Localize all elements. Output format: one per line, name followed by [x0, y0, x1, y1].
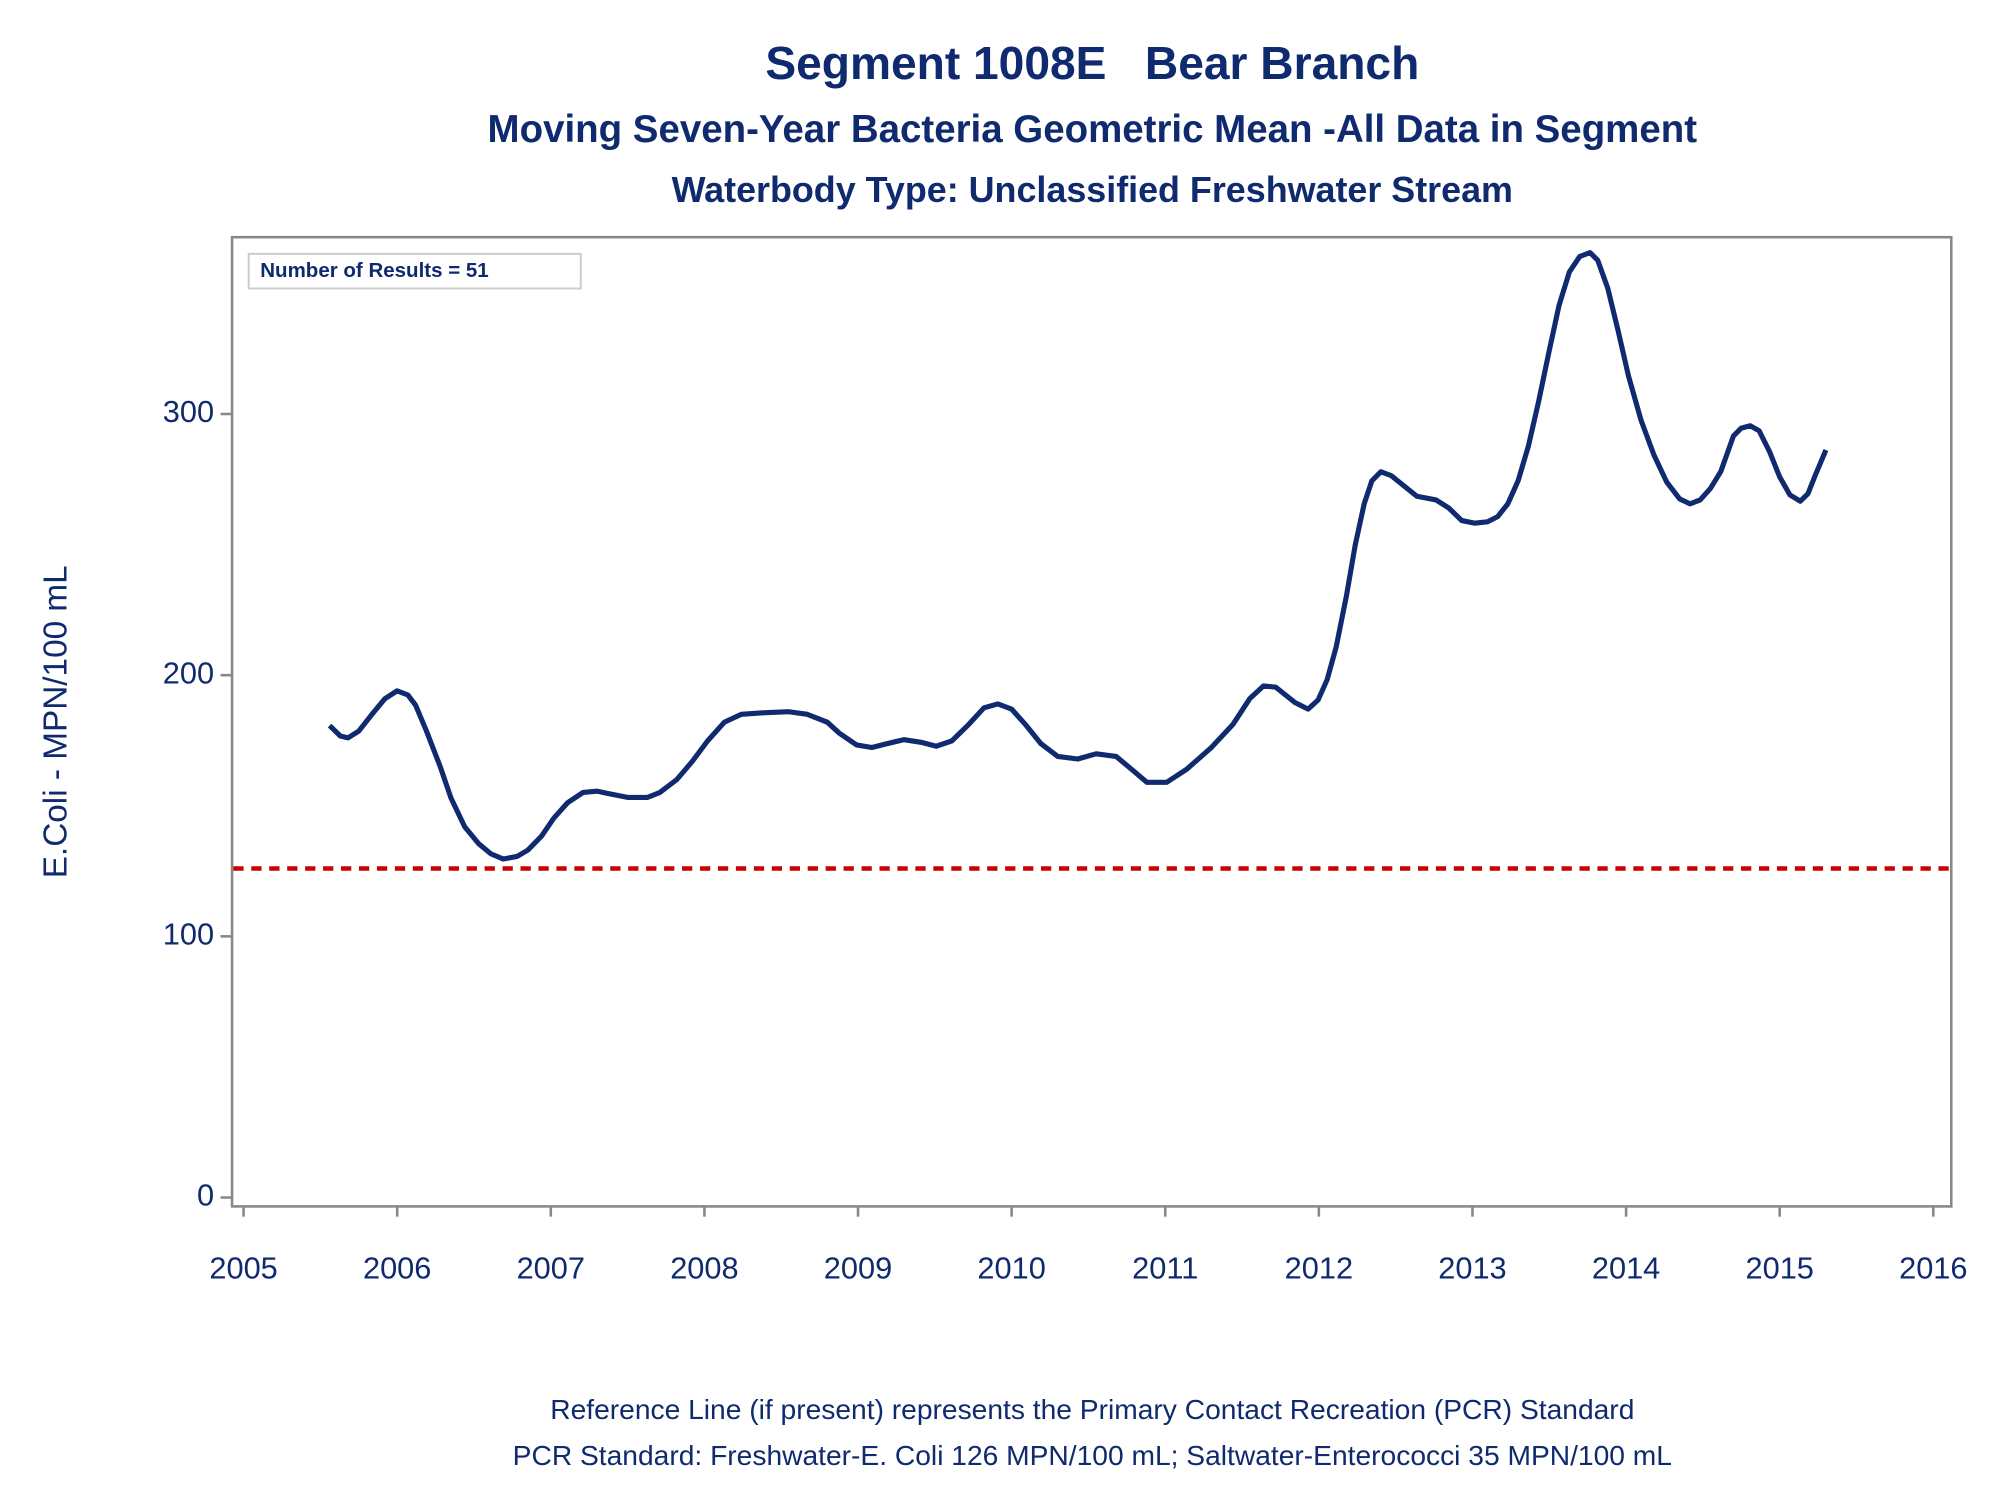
footnote: PCR Standard: Freshwater-E. Coli 126 MPN… [513, 1439, 1672, 1471]
x-tick-label: 2005 [209, 1251, 277, 1286]
x-tick-label: 2008 [670, 1251, 738, 1286]
x-tick-label: 2010 [977, 1251, 1045, 1286]
y-tick-label: 200 [163, 655, 214, 690]
y-tick-label: 300 [163, 394, 214, 429]
plot-frame [230, 235, 1953, 1208]
y-tick-label: 0 [197, 1178, 214, 1213]
x-tick-label: 2015 [1745, 1251, 1813, 1286]
annotation-box [247, 252, 582, 290]
data-line [327, 250, 1829, 862]
x-tick-label: 2011 [1132, 1251, 1198, 1286]
x-tick-label: 2009 [824, 1251, 892, 1286]
x-tick-label: 2016 [1899, 1251, 1967, 1286]
chart-subtitle: Moving Seven-Year Bacteria Geometric Mea… [488, 108, 1698, 151]
chart-subtitle: Waterbody Type: Unclassified Freshwater … [672, 170, 1513, 210]
x-tick-label: 2007 [517, 1251, 585, 1286]
y-tick-label: 100 [163, 916, 214, 951]
x-tick-label: 2012 [1285, 1251, 1353, 1286]
x-tick-label: 2006 [363, 1251, 431, 1286]
x-tick-label: 2013 [1438, 1251, 1506, 1286]
chart-title: Segment 1008E Bear Branch [765, 37, 1419, 89]
x-tick-label: 2014 [1592, 1251, 1660, 1286]
y-axis-label: E.Coli - MPN/100 mL [37, 565, 74, 878]
footnote: Reference Line (if present) represents t… [550, 1393, 1634, 1425]
annotation: Number of Results = 51 [260, 259, 488, 282]
